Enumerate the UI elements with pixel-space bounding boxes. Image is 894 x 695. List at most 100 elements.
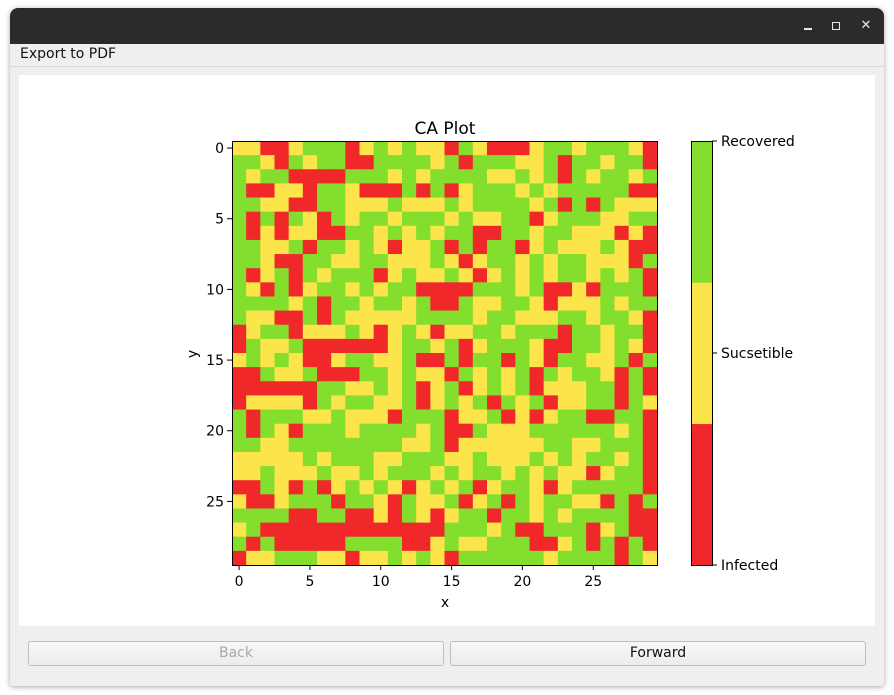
heatmap-cell xyxy=(402,169,417,184)
heatmap-cell xyxy=(331,239,346,255)
heatmap-cell xyxy=(572,395,587,410)
heatmap-cell xyxy=(487,437,502,453)
heatmap-cell xyxy=(501,268,516,283)
heatmap-cell xyxy=(557,466,573,481)
heatmap-cell xyxy=(317,239,332,255)
heatmap-cell xyxy=(472,367,488,382)
heatmap-cell xyxy=(345,141,360,156)
heatmap-cell xyxy=(430,367,445,382)
heatmap-grid xyxy=(232,141,658,566)
heatmap-cell xyxy=(614,437,630,453)
heatmap-cell xyxy=(572,353,587,368)
heatmap-cell xyxy=(600,183,615,198)
heatmap-cell xyxy=(274,211,290,227)
heatmap-cell xyxy=(472,169,488,184)
forward-button[interactable]: Forward xyxy=(450,641,866,666)
heatmap-cell xyxy=(274,395,290,410)
heatmap-cell xyxy=(515,508,530,523)
heatmap-cell xyxy=(260,197,275,213)
heatmap-cell xyxy=(331,451,346,467)
heatmap-cell xyxy=(572,494,587,509)
heatmap-cell xyxy=(572,451,587,467)
heatmap-cell xyxy=(487,381,502,396)
heatmap-cell xyxy=(416,367,431,382)
back-button[interactable]: Back xyxy=(28,641,444,666)
heatmap-cell xyxy=(614,296,630,311)
heatmap-cell xyxy=(614,155,630,170)
heatmap-cell xyxy=(402,423,417,439)
heatmap-cell xyxy=(501,466,516,481)
heatmap-cell xyxy=(614,268,630,283)
heatmap-cell xyxy=(444,508,460,523)
heatmap-cell xyxy=(628,466,644,481)
heatmap-cell xyxy=(487,508,502,523)
heatmap-cell xyxy=(515,550,530,566)
heatmap-cell xyxy=(430,550,445,566)
heatmap-cell xyxy=(430,310,445,326)
heatmap-cell xyxy=(373,296,389,311)
heatmap-cell xyxy=(232,239,247,255)
heatmap-cell xyxy=(628,381,644,396)
heatmap-cell xyxy=(458,155,474,170)
heatmap-cell xyxy=(373,310,389,326)
heatmap-cell xyxy=(402,409,417,425)
heatmap-cell xyxy=(444,225,460,241)
heatmap-cell xyxy=(628,480,644,495)
menu-export-to-pdf[interactable]: Export to PDF xyxy=(20,46,117,62)
heatmap-cell xyxy=(586,155,601,170)
heatmap-cell xyxy=(487,338,502,354)
heatmap-cell xyxy=(444,367,460,382)
heatmap-cell xyxy=(288,310,304,326)
heatmap-cell xyxy=(359,338,375,354)
heatmap-cell xyxy=(232,183,247,198)
colorbar-label: Sucsetible xyxy=(721,346,793,362)
heatmap-cell xyxy=(572,225,587,241)
heatmap-cell xyxy=(232,437,247,453)
heatmap-cell xyxy=(472,494,488,509)
heatmap-cell xyxy=(628,141,644,156)
heatmap-cell xyxy=(302,550,318,566)
heatmap-cell xyxy=(260,296,275,311)
close-icon[interactable]: ✕ xyxy=(860,18,872,33)
heatmap-cell xyxy=(586,197,601,213)
maximize-icon[interactable] xyxy=(826,16,846,36)
heatmap-cell xyxy=(642,367,658,382)
heatmap-cell xyxy=(373,522,389,538)
heatmap-cell xyxy=(572,282,587,297)
heatmap-cell xyxy=(274,141,290,156)
heatmap-cell xyxy=(416,324,431,340)
heatmap-cell xyxy=(472,409,488,425)
heatmap-cell xyxy=(373,409,389,425)
heatmap-cell xyxy=(642,508,658,523)
heatmap-cell xyxy=(359,381,375,396)
minimize-icon[interactable] xyxy=(798,16,818,36)
heatmap-cell xyxy=(260,169,275,184)
heatmap-cell xyxy=(614,324,630,340)
heatmap-cell xyxy=(387,409,403,425)
heatmap-cell xyxy=(331,381,346,396)
heatmap-cell xyxy=(600,169,615,184)
heatmap-cell xyxy=(586,324,601,340)
heatmap-cell xyxy=(246,494,261,509)
heatmap-cell xyxy=(515,381,530,396)
heatmap-cell xyxy=(642,296,658,311)
heatmap-cell xyxy=(458,324,474,340)
heatmap-cell xyxy=(359,296,375,311)
heatmap-cell xyxy=(317,437,332,453)
heatmap-cell xyxy=(373,423,389,439)
heatmap-cell xyxy=(246,254,261,269)
heatmap-cell xyxy=(274,381,290,396)
heatmap-cell xyxy=(402,197,417,213)
heatmap-cell xyxy=(642,169,658,184)
heatmap-cell xyxy=(586,550,601,566)
heatmap-cell xyxy=(529,324,545,340)
heatmap-cell xyxy=(260,423,275,439)
heatmap-cell xyxy=(600,225,615,241)
heatmap-cell xyxy=(331,211,346,227)
heatmap-cell xyxy=(600,268,615,283)
heatmap-cell xyxy=(387,353,403,368)
heatmap-cell xyxy=(472,480,488,495)
heatmap-cell xyxy=(246,451,261,467)
heatmap-cell xyxy=(288,225,304,241)
heatmap-cell xyxy=(628,169,644,184)
